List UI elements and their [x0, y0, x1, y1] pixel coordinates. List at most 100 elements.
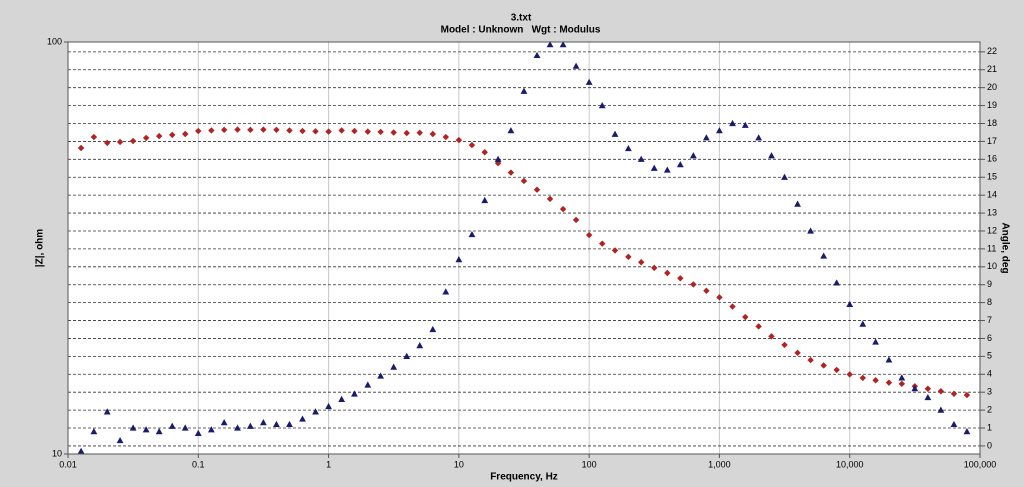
- data-point: [755, 323, 762, 330]
- data-point: [260, 126, 267, 133]
- x-tick-label: 0.01: [59, 459, 77, 469]
- data-point: [155, 428, 163, 435]
- data-point: [963, 428, 971, 435]
- data-point: [116, 138, 124, 146]
- data-point: [77, 144, 85, 152]
- data-point: [885, 356, 893, 363]
- data-point: [181, 424, 189, 431]
- data-point: [950, 390, 958, 397]
- data-point: [208, 127, 215, 134]
- data-point: [468, 230, 476, 238]
- data-point: [716, 127, 723, 134]
- data-point: [325, 402, 332, 410]
- data-point: [129, 424, 137, 431]
- data-point: [481, 196, 489, 204]
- data-point: [859, 374, 866, 382]
- data-point: [937, 406, 945, 413]
- y2-tick-label: 1: [987, 422, 992, 432]
- grid: 0.01 0.1 1 10 100 1,000 10,000 100,000101000123…: [47, 36, 997, 469]
- y2-axis-title: Angle, deg: [999, 222, 1010, 273]
- data-point: [911, 385, 919, 392]
- data-point: [546, 195, 554, 203]
- data-point: [377, 128, 384, 136]
- data-point: [585, 231, 593, 239]
- y2-tick-label: 8: [987, 297, 992, 307]
- data-point: [611, 130, 619, 137]
- data-point: [429, 130, 437, 138]
- x-tick-label: 10,000: [836, 459, 864, 469]
- chart-subtitle: Wgt : Modulus: [532, 25, 601, 36]
- data-point: [390, 129, 397, 136]
- data-point: [104, 139, 111, 147]
- data-point: [663, 166, 671, 173]
- data-point: [155, 132, 163, 140]
- y2-tick-label: 14: [987, 190, 997, 200]
- data-point: [429, 325, 437, 333]
- data-point: [481, 149, 488, 156]
- data-point: [807, 356, 814, 364]
- data-point: [90, 133, 98, 141]
- y-tick-label: 10: [52, 448, 62, 458]
- data-point: [559, 41, 567, 48]
- y2-tick-label: 13: [987, 207, 997, 217]
- data-point: [741, 121, 749, 128]
- data-point: [286, 420, 293, 428]
- marks: [77, 41, 971, 454]
- data-point: [755, 134, 763, 141]
- chart-title: 3.txt: [511, 13, 532, 24]
- y2-tick-label: 15: [987, 172, 997, 182]
- data-point: [572, 62, 580, 69]
- data-point: [286, 127, 293, 134]
- data-point: [872, 377, 879, 384]
- data-point: [468, 141, 476, 149]
- y2-tick-label: 17: [987, 136, 997, 146]
- data-point: [377, 372, 385, 379]
- data-point: [312, 408, 319, 415]
- data-point: [338, 127, 345, 134]
- chart-subtitle: Model : Unknown: [441, 25, 524, 36]
- data-point: [963, 391, 971, 399]
- data-point: [833, 366, 840, 374]
- y-axis-title: |Z|, ohm: [35, 229, 46, 267]
- data-point: [247, 126, 254, 134]
- data-point: [559, 205, 567, 213]
- x-tick-label: 100: [582, 459, 597, 469]
- data-point: [690, 281, 697, 288]
- data-point: [455, 256, 463, 263]
- y2-tick-label: 3: [987, 387, 992, 397]
- data-point: [103, 408, 111, 415]
- y2-tick-label: 5: [987, 351, 992, 361]
- data-point: [846, 300, 854, 308]
- data-point: [234, 126, 241, 133]
- x-axis-title: Frequency, Hz: [490, 472, 558, 483]
- data-point: [207, 426, 215, 433]
- data-point: [77, 447, 85, 454]
- data-point: [520, 177, 528, 185]
- data-point: [781, 341, 788, 349]
- data-point: [794, 349, 801, 357]
- data-point: [220, 419, 228, 426]
- data-point: [195, 127, 202, 135]
- data-point: [664, 269, 671, 277]
- data-point: [533, 51, 541, 59]
- data-point: [625, 253, 632, 261]
- data-point: [403, 129, 410, 137]
- y2-tick-label: 18: [987, 118, 997, 128]
- data-point: [90, 428, 98, 435]
- data-point: [598, 101, 606, 109]
- data-point: [924, 393, 932, 401]
- data-point: [507, 127, 515, 134]
- data-point: [259, 419, 267, 426]
- data-point: [677, 275, 684, 282]
- data-point: [898, 380, 905, 388]
- data-point: [351, 127, 358, 135]
- data-point: [859, 320, 867, 327]
- data-point: [651, 264, 658, 272]
- data-point: [273, 420, 280, 428]
- data-point: [950, 420, 958, 428]
- y2-tick-label: 2: [987, 404, 992, 414]
- x-tick-label: 0.1: [192, 459, 205, 469]
- data-point: [585, 78, 593, 85]
- data-point: [234, 424, 241, 431]
